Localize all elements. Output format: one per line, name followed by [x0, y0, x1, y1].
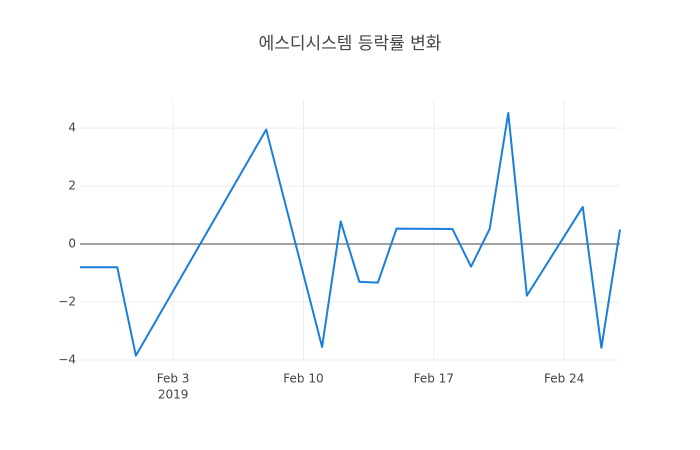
y-tick-label: 4: [68, 121, 76, 135]
x-year-label: 2019: [158, 388, 189, 402]
chart-title: 에스디시스템 등락률 변화: [259, 34, 442, 54]
x-tick-label: Feb 17: [414, 372, 454, 386]
line: [80, 112, 621, 357]
x-tick-label: Feb 24: [544, 372, 584, 386]
y-tick-label: 0: [68, 237, 76, 251]
y-tick-label: 2: [68, 179, 76, 193]
x-tick-label: Feb 3: [157, 372, 190, 386]
y-tick-label: −2: [58, 295, 76, 309]
x-tick-label: Feb 10: [283, 372, 323, 386]
y-tick-label: −4: [58, 352, 76, 366]
